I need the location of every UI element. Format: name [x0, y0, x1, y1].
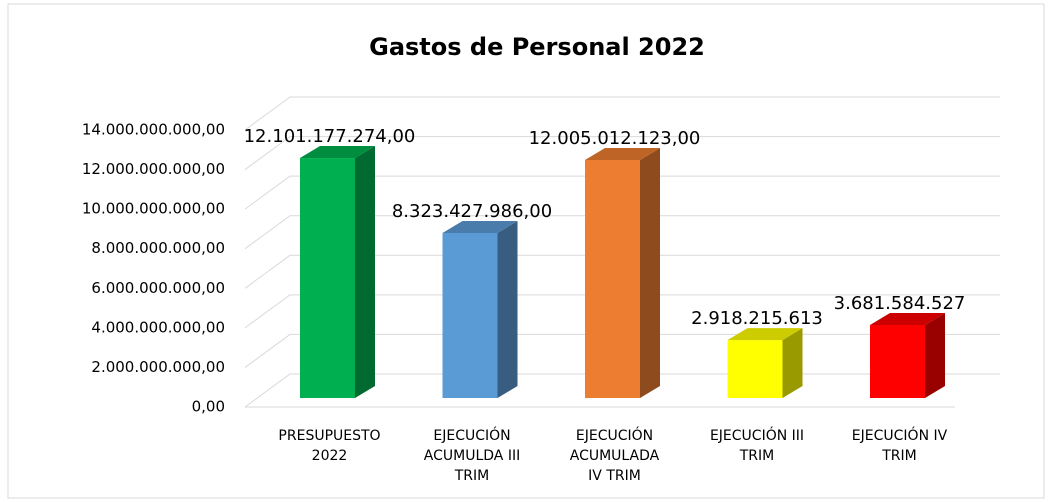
x-tick-line: PRESUPUESTO	[278, 428, 380, 444]
x-tick-label: EJECUCIÓN III TRIM	[710, 426, 804, 464]
value-label: 8.323.427.986,00	[392, 201, 552, 222]
bar-top	[870, 312, 945, 325]
grid-line	[244, 175, 1000, 210]
bar-side	[925, 312, 945, 398]
x-tick-line: 2022	[312, 448, 348, 464]
value-label: 12.101.177.274,00	[244, 126, 416, 147]
bar-side	[355, 146, 375, 398]
y-tick-label: 2.000.000.000,00	[91, 358, 225, 376]
y-tick-label: 6.000.000.000,00	[91, 279, 225, 297]
x-tick-line: EJECUCIÓN	[576, 426, 653, 444]
x-tick-line: ACUMULDA III	[424, 448, 520, 464]
bar-front	[585, 159, 640, 398]
x-tick-line: TRIM	[739, 448, 775, 464]
y-tick-label: 12.000.000.000,00	[82, 160, 225, 178]
x-tick-line: EJECUCIÓN IV	[852, 426, 948, 444]
x-tick-label: EJECUCIÓN ACUMULDA III TRIM	[424, 426, 520, 484]
bar-side	[782, 328, 803, 398]
x-tick-line: EJECUCIÓN	[433, 426, 510, 444]
grid-line	[244, 136, 1000, 170]
bar-top	[727, 328, 803, 341]
value-label: 2.918.215.613	[691, 308, 823, 329]
value-label: 3.681.584.527	[834, 293, 966, 314]
bar-front	[442, 232, 498, 398]
bar-side	[640, 147, 660, 398]
x-tick-line: TRIM	[881, 448, 917, 464]
bar	[442, 220, 518, 398]
y-tick-label: 14.000.000.000,00	[82, 121, 225, 139]
chart-frame	[7, 3, 1045, 499]
x-tick-line: TRIM	[454, 468, 490, 484]
bar-front	[870, 324, 925, 398]
y-tick-label: 0,00	[192, 398, 225, 416]
bar	[300, 146, 375, 398]
y-tick-label: 4.000.000.000,00	[91, 318, 225, 336]
x-tick-line: EJECUCIÓN III	[710, 426, 804, 444]
bar	[727, 328, 803, 398]
bar	[870, 312, 945, 398]
y-tick-label: 8.000.000.000,00	[91, 239, 225, 257]
x-tick-label: EJECUCIÓN ACUMULADA IV TRIM	[570, 426, 660, 484]
bar-top	[585, 147, 660, 160]
bar-top	[300, 146, 375, 159]
grid-line	[244, 215, 1000, 250]
value-label: 12.005.012.123,00	[529, 128, 701, 149]
x-tick-line: IV TRIM	[588, 468, 641, 484]
grid-line	[244, 96, 1000, 131]
chart-title: Gastos de Personal 2022	[369, 33, 705, 61]
grid-line	[244, 254, 1000, 289]
bar-side	[497, 220, 518, 398]
x-tick-label: EJECUCIÓN IV TRIM	[852, 426, 948, 464]
bar-top	[442, 220, 518, 233]
y-tick-label: 10.000.000.000,00	[82, 200, 225, 218]
bar-front	[727, 340, 783, 398]
x-tick-label: PRESUPUESTO 2022	[278, 428, 380, 464]
x-tick-line: ACUMULADA	[570, 448, 660, 464]
grid-line	[244, 294, 1000, 329]
bar	[585, 147, 660, 398]
bar-front	[300, 158, 355, 398]
